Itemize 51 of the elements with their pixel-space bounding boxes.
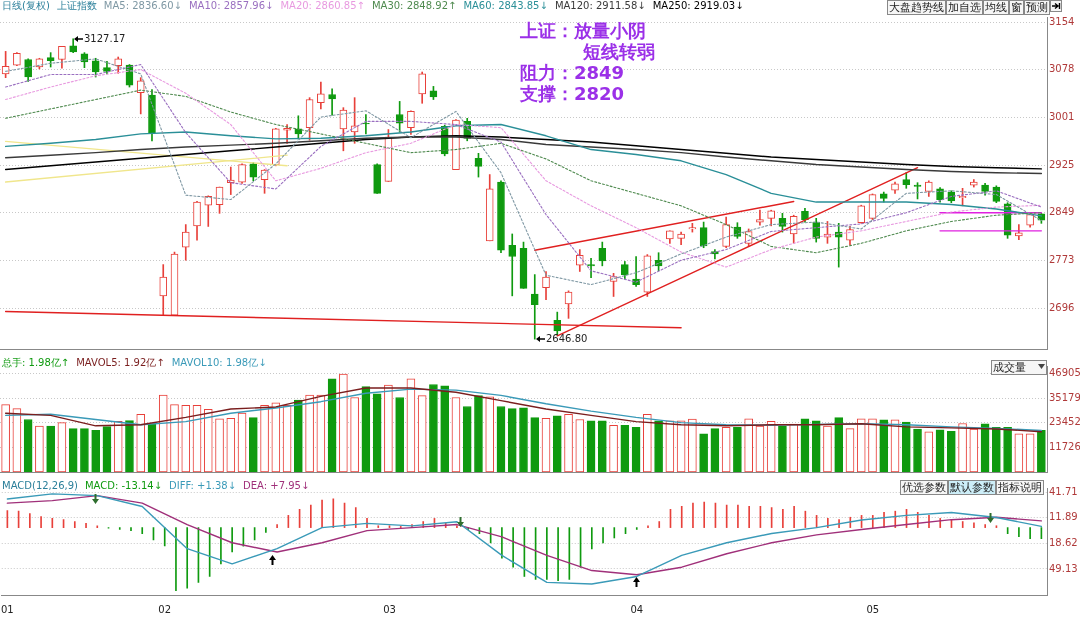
text: MA60: 2843.85↓ [463, 0, 548, 12]
text: MA30: 2848.92↑ [371, 0, 457, 12]
x-tick-label: 02 [158, 603, 172, 615]
annotation: 2646.80 [546, 333, 588, 344]
annotation: 3127.17 [84, 33, 126, 44]
annotation: 支撑：2820 [520, 83, 626, 104]
text: MA5: 2836.60↓ [103, 0, 182, 12]
text: DIFF: +1.38↓ [169, 480, 237, 492]
y-tick-label: 11726 [1049, 440, 1080, 452]
annotation: 短线转弱 [582, 41, 655, 62]
annotation: 指标说明 [996, 480, 1044, 495]
y-tick-label: 41.71 [1049, 486, 1078, 498]
y-tick-label: 23452 [1049, 416, 1080, 428]
text: 大盘趋势线 [887, 0, 946, 15]
y-tick-label: 3154 [1049, 15, 1075, 27]
y-tick-label: 46905 [1049, 367, 1080, 379]
text: 均线 [983, 0, 1009, 15]
annotation: 优选参数 [900, 480, 948, 495]
y-tick-label: 2696 [1049, 301, 1075, 313]
y-tick-label: 35179 [1049, 391, 1080, 403]
y-tick-label: 11.89 [1049, 511, 1078, 523]
text: 加自选 [946, 0, 983, 15]
text: 预测 [1024, 0, 1050, 15]
y-tick-label: 2849 [1049, 206, 1075, 218]
y-tick-label: 49.13 [1049, 562, 1078, 574]
x-tick-label: 01 [1, 603, 14, 615]
annotation: 上证：放量小阴 [520, 20, 647, 41]
y-tick-label: 2925 [1049, 158, 1075, 170]
text: MAVOL10: 1.98亿↓ [171, 357, 267, 369]
annotation: 默认参数 [948, 480, 996, 495]
text: DEA: +7.95↓ [243, 480, 310, 492]
text: MA10: 2857.96↓ [188, 0, 274, 12]
annotation: MACD(12,26,9) [2, 480, 78, 492]
x-tick-label: 05 [866, 603, 880, 615]
annotation: 成交量 [991, 360, 1047, 375]
text: 窗 [1009, 0, 1024, 15]
y-tick-label: 3001 [1049, 111, 1075, 123]
text: MACD: -13.14↓ [84, 480, 163, 492]
text: 总手: 1.98亿↑ [2, 357, 70, 369]
y-tick-label: 3078 [1049, 63, 1075, 75]
text: MA20: 2860.85↑ [280, 0, 365, 12]
x-tick-label: 03 [383, 603, 396, 615]
y-tick-label: 18.62 [1049, 536, 1078, 548]
text: MA250: 2919.03↓ [652, 0, 744, 12]
text: 日线(复权) [2, 0, 50, 12]
text: 上证指数 [56, 0, 97, 12]
y-tick-label: 2773 [1049, 253, 1075, 265]
text: MA120: 2911.58↓ [554, 0, 646, 12]
text: MAVOL5: 1.92亿↑ [76, 357, 165, 369]
x-tick-label: 04 [630, 603, 644, 615]
annotation: 阻力：2849 [520, 62, 626, 83]
